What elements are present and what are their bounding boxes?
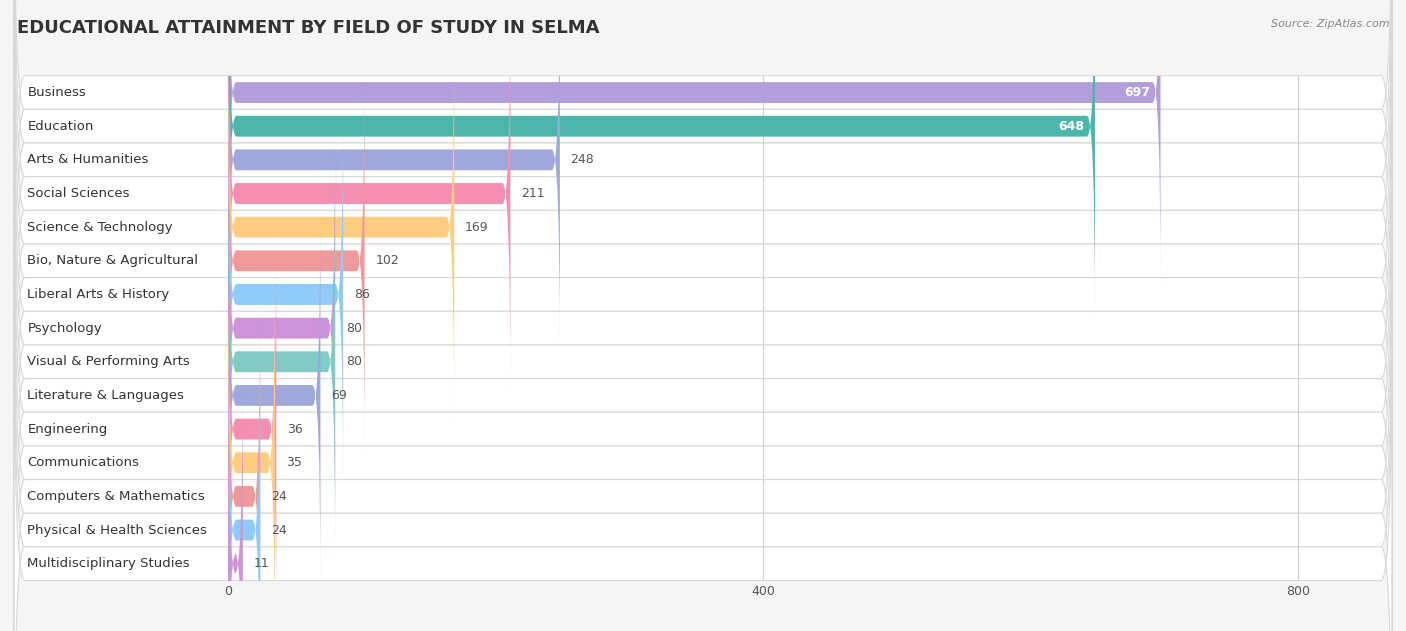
FancyBboxPatch shape xyxy=(14,76,1392,581)
Text: 69: 69 xyxy=(330,389,347,402)
Text: Business: Business xyxy=(28,86,86,99)
FancyBboxPatch shape xyxy=(228,69,364,452)
FancyBboxPatch shape xyxy=(228,372,243,631)
FancyBboxPatch shape xyxy=(14,0,1392,412)
Text: Social Sciences: Social Sciences xyxy=(28,187,129,200)
FancyBboxPatch shape xyxy=(14,311,1392,631)
Text: 648: 648 xyxy=(1059,120,1084,133)
FancyBboxPatch shape xyxy=(228,0,1095,317)
FancyBboxPatch shape xyxy=(14,143,1392,631)
FancyBboxPatch shape xyxy=(14,109,1392,614)
Text: 80: 80 xyxy=(346,322,361,334)
Text: 36: 36 xyxy=(287,423,302,435)
Text: 24: 24 xyxy=(271,524,287,536)
Text: Arts & Humanities: Arts & Humanities xyxy=(28,153,149,167)
Text: Multidisciplinary Studies: Multidisciplinary Studies xyxy=(28,557,190,570)
FancyBboxPatch shape xyxy=(228,0,1160,284)
Text: 697: 697 xyxy=(1123,86,1150,99)
Text: Computers & Mathematics: Computers & Mathematics xyxy=(28,490,205,503)
Text: 35: 35 xyxy=(285,456,301,469)
FancyBboxPatch shape xyxy=(228,103,343,486)
FancyBboxPatch shape xyxy=(14,0,1392,379)
FancyBboxPatch shape xyxy=(228,0,560,351)
FancyBboxPatch shape xyxy=(14,0,1392,480)
FancyBboxPatch shape xyxy=(228,271,276,631)
FancyBboxPatch shape xyxy=(228,305,260,631)
FancyBboxPatch shape xyxy=(14,0,1392,345)
Text: Engineering: Engineering xyxy=(28,423,108,435)
Text: Communications: Communications xyxy=(28,456,139,469)
Text: 80: 80 xyxy=(346,355,361,369)
FancyBboxPatch shape xyxy=(14,244,1392,631)
Text: Source: ZipAtlas.com: Source: ZipAtlas.com xyxy=(1271,19,1389,29)
Text: 24: 24 xyxy=(271,490,287,503)
Text: Bio, Nature & Agricultural: Bio, Nature & Agricultural xyxy=(28,254,198,268)
Text: 248: 248 xyxy=(571,153,595,167)
Text: Liberal Arts & History: Liberal Arts & History xyxy=(28,288,170,301)
FancyBboxPatch shape xyxy=(228,36,454,418)
Text: 102: 102 xyxy=(375,254,399,268)
FancyBboxPatch shape xyxy=(14,177,1392,631)
FancyBboxPatch shape xyxy=(228,2,510,385)
Text: 169: 169 xyxy=(465,221,488,233)
Text: EDUCATIONAL ATTAINMENT BY FIELD OF STUDY IN SELMA: EDUCATIONAL ATTAINMENT BY FIELD OF STUDY… xyxy=(17,19,599,37)
Text: Psychology: Psychology xyxy=(28,322,103,334)
Text: Visual & Performing Arts: Visual & Performing Arts xyxy=(28,355,190,369)
Text: 211: 211 xyxy=(522,187,544,200)
FancyBboxPatch shape xyxy=(228,204,321,587)
FancyBboxPatch shape xyxy=(228,339,260,631)
Text: Education: Education xyxy=(28,120,94,133)
FancyBboxPatch shape xyxy=(14,8,1392,513)
Text: Science & Technology: Science & Technology xyxy=(28,221,173,233)
FancyBboxPatch shape xyxy=(228,137,335,519)
Text: 11: 11 xyxy=(253,557,270,570)
FancyBboxPatch shape xyxy=(14,42,1392,547)
FancyBboxPatch shape xyxy=(228,170,335,553)
FancyBboxPatch shape xyxy=(14,210,1392,631)
FancyBboxPatch shape xyxy=(228,238,276,620)
FancyBboxPatch shape xyxy=(14,278,1392,631)
FancyBboxPatch shape xyxy=(14,0,1392,446)
Text: Physical & Health Sciences: Physical & Health Sciences xyxy=(28,524,207,536)
Text: Literature & Languages: Literature & Languages xyxy=(28,389,184,402)
Text: 86: 86 xyxy=(354,288,370,301)
